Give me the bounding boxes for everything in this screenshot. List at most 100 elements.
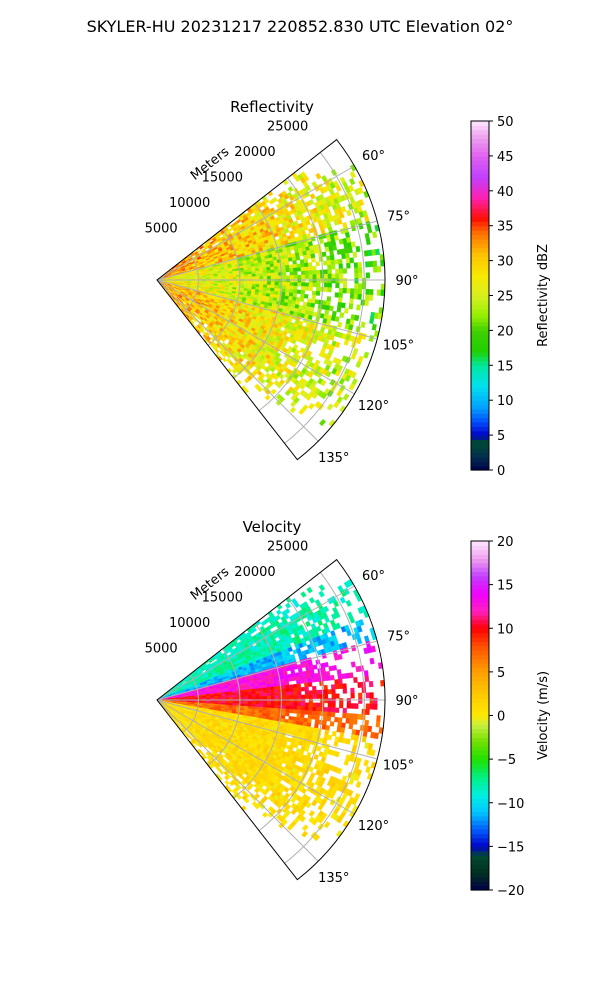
radar-cell [221, 697, 226, 700]
radar-cell [376, 266, 382, 273]
radar-cell [266, 701, 272, 706]
radar-cell [368, 260, 374, 268]
radar-cell [316, 702, 321, 708]
colorbar-segment [471, 426, 489, 432]
radar-cell [308, 282, 313, 287]
radar-cell [274, 272, 279, 277]
radar-cell [292, 683, 298, 689]
radar-cell [263, 275, 268, 280]
radar-cell [309, 669, 315, 675]
radar-cell [334, 369, 341, 377]
radar-cell [251, 271, 256, 275]
radar-cell [304, 690, 310, 695]
colorbar-segment [471, 430, 489, 436]
radar-cell [340, 727, 346, 734]
radar-cell [329, 674, 335, 681]
radar-cell [281, 688, 287, 693]
radar-cell [342, 707, 347, 714]
radar-cell [316, 274, 321, 279]
radar-cell [354, 267, 359, 274]
radar-cell [232, 274, 237, 278]
radar-cell [225, 281, 230, 284]
radar-cell [258, 267, 264, 272]
radar-cell [331, 698, 336, 704]
colorbar-segment [471, 251, 489, 257]
radar-cell [289, 285, 294, 290]
radar-cell [323, 273, 329, 279]
colorbar-segment [471, 199, 489, 205]
radar-cell [281, 711, 286, 716]
radar-cell [350, 241, 356, 248]
radial-tick-label: 20000 [234, 145, 275, 160]
colorbar-segment [471, 221, 489, 227]
radar-cell [297, 694, 302, 699]
radar-cell [368, 680, 374, 688]
radar-cell [293, 687, 298, 692]
radial-tick-label: 10000 [169, 196, 210, 211]
radar-cell [304, 710, 309, 715]
radar-cell [300, 706, 306, 711]
radar-cell [282, 179, 289, 186]
radar-cell [299, 675, 304, 681]
radar-cell [311, 257, 316, 263]
colorbar-segment [471, 334, 489, 340]
radar-cell [315, 290, 321, 296]
radar-cell [240, 276, 245, 280]
radar-cell [266, 275, 272, 280]
radar-cell [270, 269, 275, 274]
radar-cell [270, 388, 277, 395]
radar-cell [300, 270, 306, 276]
radar-cell [363, 351, 370, 359]
radar-cell [322, 260, 328, 266]
radar-cell [232, 701, 237, 704]
radar-cell [263, 695, 268, 700]
radar-cell [331, 273, 336, 279]
radar-cell [331, 707, 336, 713]
radar-cell [349, 298, 354, 305]
radar-cell [266, 707, 271, 712]
radar-cell [247, 283, 253, 287]
radar-cell [349, 616, 356, 624]
radar-cell [348, 778, 355, 786]
radar-cell [334, 292, 340, 298]
radar-cell [289, 282, 294, 287]
colorbar-tick-label: 10 [497, 394, 514, 409]
radar-cell [298, 408, 306, 415]
radar-cell [308, 274, 313, 279]
radar-cell [295, 255, 301, 261]
radar-cell [289, 267, 294, 273]
colorbar-tick-label: 0 [497, 464, 505, 479]
radar-cell [270, 281, 275, 286]
radar-cell [358, 199, 365, 207]
radar-cell [330, 259, 336, 265]
colorbar-segment [471, 391, 489, 397]
radar-cell [327, 264, 332, 270]
radar-cell [274, 284, 279, 289]
radar-cell [295, 716, 301, 722]
radar-cell [345, 713, 351, 719]
colorbar-segment [471, 164, 489, 170]
radar-cell [274, 704, 279, 709]
radar-cell [274, 689, 279, 693]
radar-cell [270, 275, 275, 280]
radar-cell [345, 257, 351, 264]
radar-cell [225, 697, 230, 700]
radar-cell [266, 692, 272, 697]
radar-cell [296, 713, 301, 718]
radar-cell [289, 275, 294, 279]
radar-cell [263, 281, 268, 285]
colorbar-segment [471, 256, 489, 262]
radar-cell [274, 698, 279, 703]
azimuth-tick-label: 120° [358, 399, 389, 414]
radar-cell [320, 698, 325, 704]
colorbar-segment [471, 212, 489, 218]
radar-cell [251, 281, 256, 285]
radar-cell [312, 278, 317, 283]
colorbar-segment [471, 356, 489, 362]
radar-cell [275, 609, 282, 616]
range-ring [182, 254, 199, 314]
radar-cell [282, 278, 287, 283]
colorbar-segment [471, 343, 489, 349]
radar-cell [255, 688, 260, 692]
radar-cell [327, 698, 332, 704]
